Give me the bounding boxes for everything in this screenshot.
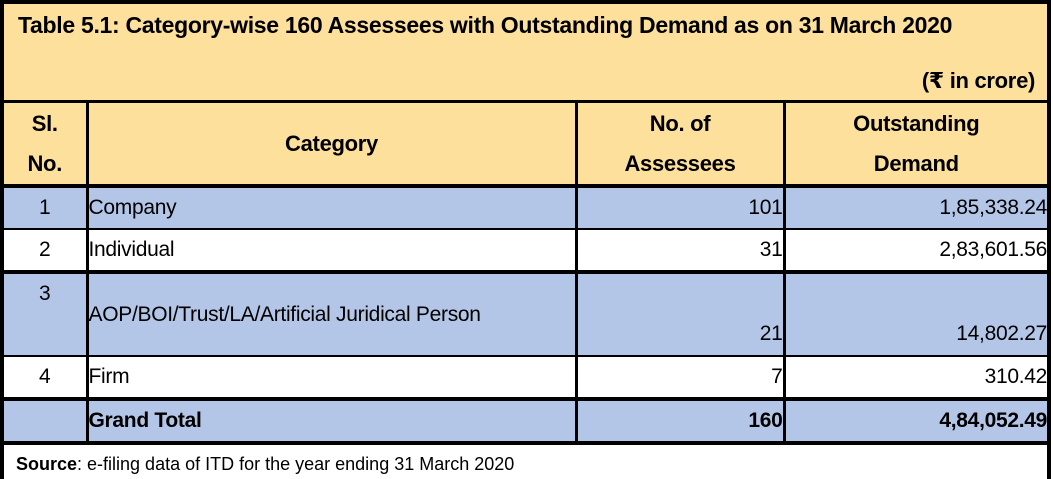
source-cell: Source: e-filing data of ITD for the yea… bbox=[2, 443, 1050, 479]
row-category: Firm bbox=[85, 356, 576, 401]
row-assessees: 31 bbox=[574, 229, 784, 274]
row-demand: 2,83,601.56 bbox=[782, 229, 1050, 274]
table-row-individual: 2 Individual 31 2,83,601.56 bbox=[2, 229, 1050, 274]
header-category: Category bbox=[85, 101, 576, 188]
grand-total-demand: 4,84,052.49 bbox=[782, 399, 1050, 445]
header-row: Sl. No. Category No. of Assessees Outsta… bbox=[2, 101, 1050, 188]
title-row: Table 5.1: Category-wise 160 Assessees w… bbox=[2, 2, 1050, 103]
row-assessees: 7 bbox=[574, 356, 784, 401]
title-cell: Table 5.1: Category-wise 160 Assessees w… bbox=[2, 2, 1050, 103]
header-demand: Outstanding Demand bbox=[782, 101, 1050, 188]
table-row-aop-boi-trust: 3 AOP/BOI/Trust/LA/Artificial Juridical … bbox=[2, 272, 1050, 357]
unit-note: (₹ in crore) bbox=[921, 68, 1036, 93]
row-assessees: 101 bbox=[574, 186, 784, 230]
header-sl-no: Sl. No. bbox=[2, 101, 87, 188]
row-sl: 3 bbox=[2, 272, 87, 357]
grand-total-label: Grand Total bbox=[85, 399, 576, 445]
row-demand: 310.42 bbox=[782, 356, 1050, 401]
row-demand: 14,802.27 bbox=[782, 272, 1050, 357]
grand-total-sl bbox=[2, 399, 87, 445]
source-label: Source bbox=[16, 453, 78, 474]
table-title: Table 5.1: Category-wise 160 Assessees w… bbox=[18, 12, 953, 38]
row-sl: 1 bbox=[2, 186, 87, 230]
grand-total-assessees: 160 bbox=[574, 399, 784, 445]
header-assessees: No. of Assessees bbox=[574, 101, 784, 188]
table-row-company: 1 Company 101 1,85,338.24 bbox=[2, 186, 1050, 230]
row-category: AOP/BOI/Trust/LA/Artificial Juridical Pe… bbox=[85, 272, 576, 357]
table-row-firm: 4 Firm 7 310.42 bbox=[2, 356, 1050, 401]
source-row: Source: e-filing data of ITD for the yea… bbox=[2, 443, 1050, 479]
row-assessees: 21 bbox=[574, 272, 784, 357]
row-category: Individual bbox=[85, 229, 576, 274]
row-sl: 2 bbox=[2, 229, 87, 274]
source-text: : e-filing data of ITD for the year endi… bbox=[77, 453, 515, 474]
row-category: Company bbox=[85, 186, 576, 230]
grand-total-row: Grand Total 160 4,84,052.49 bbox=[2, 399, 1050, 445]
row-demand: 1,85,338.24 bbox=[782, 186, 1050, 230]
row-sl: 4 bbox=[2, 356, 87, 401]
